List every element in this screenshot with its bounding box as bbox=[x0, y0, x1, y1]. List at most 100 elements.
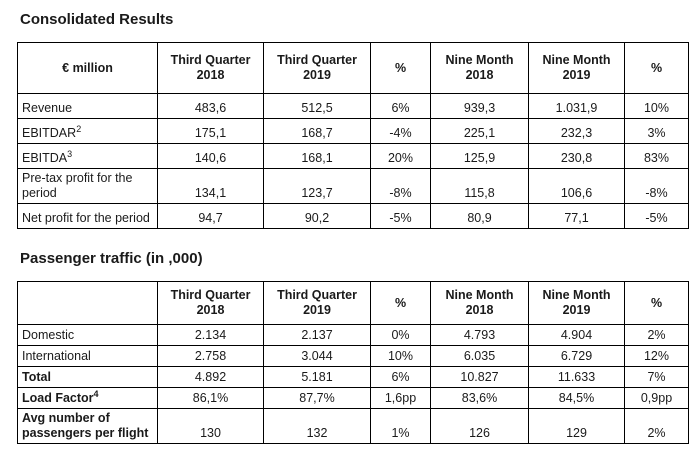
table-header-row: Third Quarter 2018 Third Quarter 2019 % Ni… bbox=[17, 281, 689, 325]
table-row-pretax-profit: Pre-tax profit for the period 134,1 123,… bbox=[17, 168, 689, 204]
cell-value: 3% bbox=[624, 118, 689, 144]
cell-value: 132 bbox=[263, 408, 371, 444]
row-label: Revenue bbox=[17, 93, 158, 119]
cell-value: 2.758 bbox=[157, 345, 264, 367]
cell-value: 83,6% bbox=[430, 387, 529, 409]
table-row-revenue: Revenue 483,6 512,5 6% 939,3 1.031,9 10% bbox=[17, 93, 689, 119]
cell-value: -4% bbox=[370, 118, 431, 144]
cell-value: -5% bbox=[624, 203, 689, 229]
cell-value: 1,6pp bbox=[370, 387, 431, 409]
cell-value: 2% bbox=[624, 324, 689, 346]
section-title-consolidated-results: Consolidated Results bbox=[20, 11, 174, 28]
cell-value: 126 bbox=[430, 408, 529, 444]
cell-value: 77,1 bbox=[528, 203, 625, 229]
cell-value: 130 bbox=[157, 408, 264, 444]
cell-value: 87,7% bbox=[263, 387, 371, 409]
report-page: Consolidated Results € million Third Qua… bbox=[17, 11, 689, 444]
row-label: Net profit for the period bbox=[17, 203, 158, 229]
cell-value: 512,5 bbox=[263, 93, 371, 119]
cell-value: 1.031,9 bbox=[528, 93, 625, 119]
row-label: EBITDAR2 bbox=[17, 118, 158, 144]
cell-value: 12% bbox=[624, 345, 689, 367]
cell-value: 125,9 bbox=[430, 143, 529, 169]
cell-value: 10% bbox=[624, 93, 689, 119]
cell-value: 0% bbox=[370, 324, 431, 346]
column-header-unit: € million bbox=[17, 42, 158, 94]
column-header-corner bbox=[17, 281, 158, 325]
passenger-traffic-table: Third Quarter 2018 Third Quarter 2019 % Ni… bbox=[17, 281, 689, 444]
column-header-pct-quarter: % bbox=[370, 42, 431, 94]
column-header-9m-2018: Nine Month 2018 bbox=[430, 42, 529, 94]
cell-value: 10% bbox=[370, 345, 431, 367]
table-row-net-profit: Net profit for the period 94,7 90,2 -5% … bbox=[17, 203, 689, 229]
cell-value: 134,1 bbox=[157, 168, 264, 204]
row-label: International bbox=[17, 345, 158, 367]
table-row-ebitdar: EBITDAR2 175,1 168,7 -4% 225,1 232,3 3% bbox=[17, 118, 689, 144]
cell-value: 123,7 bbox=[263, 168, 371, 204]
column-header-9m-2018: Nine Month 2018 bbox=[430, 281, 529, 325]
table-row-domestic: Domestic 2.134 2.137 0% 4.793 4.904 2% bbox=[17, 324, 689, 346]
footnote-superscript: 2 bbox=[76, 123, 82, 134]
cell-value: 86,1% bbox=[157, 387, 264, 409]
column-header-q3-2019: Third Quarter 2019 bbox=[263, 42, 371, 94]
cell-value: -8% bbox=[624, 168, 689, 204]
cell-value: 10.827 bbox=[430, 366, 529, 388]
column-header-pct-ninemonth: % bbox=[624, 42, 689, 94]
row-label: Total bbox=[17, 366, 158, 388]
cell-value: 115,8 bbox=[430, 168, 529, 204]
cell-value: 7% bbox=[624, 366, 689, 388]
cell-value: 4.892 bbox=[157, 366, 264, 388]
cell-value: -5% bbox=[370, 203, 431, 229]
cell-value: 483,6 bbox=[157, 93, 264, 119]
cell-value: 129 bbox=[528, 408, 625, 444]
column-header-q3-2018: Third Quarter 2018 bbox=[157, 281, 264, 325]
section-title-passenger-traffic: Passenger traffic (in ,000) bbox=[20, 250, 203, 267]
cell-value: 106,6 bbox=[528, 168, 625, 204]
cell-value: 83% bbox=[624, 143, 689, 169]
cell-value: 6% bbox=[370, 93, 431, 119]
cell-value: 5.181 bbox=[263, 366, 371, 388]
cell-value: 6.035 bbox=[430, 345, 529, 367]
column-header-9m-2019: Nine Month 2019 bbox=[528, 42, 625, 94]
cell-value: 168,7 bbox=[263, 118, 371, 144]
cell-value: 4.793 bbox=[430, 324, 529, 346]
table-row-load-factor: Load Factor4 86,1% 87,7% 1,6pp 83,6% 84,… bbox=[17, 387, 689, 409]
cell-value: 230,8 bbox=[528, 143, 625, 169]
cell-value: 6.729 bbox=[528, 345, 625, 367]
cell-value: 2% bbox=[624, 408, 689, 444]
consolidated-results-table: € million Third Quarter 2018 Third Quarte… bbox=[17, 42, 689, 229]
row-label: Pre-tax profit for the period bbox=[17, 168, 158, 204]
column-header-q3-2018: Third Quarter 2018 bbox=[157, 42, 264, 94]
cell-value: 232,3 bbox=[528, 118, 625, 144]
table-row-ebitda: EBITDA3 140,6 168,1 20% 125,9 230,8 83% bbox=[17, 143, 689, 169]
row-label: EBITDA3 bbox=[17, 143, 158, 169]
row-label: Domestic bbox=[17, 324, 158, 346]
cell-value: -8% bbox=[370, 168, 431, 204]
cell-value: 0,9pp bbox=[624, 387, 689, 409]
cell-value: 90,2 bbox=[263, 203, 371, 229]
column-header-pct-quarter: % bbox=[370, 281, 431, 325]
cell-value: 939,3 bbox=[430, 93, 529, 119]
cell-value: 20% bbox=[370, 143, 431, 169]
cell-value: 175,1 bbox=[157, 118, 264, 144]
cell-value: 140,6 bbox=[157, 143, 264, 169]
cell-value: 2.134 bbox=[157, 324, 264, 346]
table-row-avg-passengers: Avg number of passengers per flight 130 … bbox=[17, 408, 689, 444]
column-header-q3-2019: Third Quarter 2019 bbox=[263, 281, 371, 325]
cell-value: 11.633 bbox=[528, 366, 625, 388]
table-row-international: International 2.758 3.044 10% 6.035 6.72… bbox=[17, 345, 689, 367]
cell-value: 168,1 bbox=[263, 143, 371, 169]
cell-value: 1% bbox=[370, 408, 431, 444]
table-row-total: Total 4.892 5.181 6% 10.827 11.633 7% bbox=[17, 366, 689, 388]
cell-value: 80,9 bbox=[430, 203, 529, 229]
table-header-row: € million Third Quarter 2018 Third Quarte… bbox=[17, 42, 689, 94]
row-label: Avg number of passengers per flight bbox=[17, 408, 158, 444]
footnote-superscript: 3 bbox=[67, 148, 73, 159]
cell-value: 225,1 bbox=[430, 118, 529, 144]
footnote-superscript: 4 bbox=[93, 388, 99, 399]
cell-value: 84,5% bbox=[528, 387, 625, 409]
cell-value: 3.044 bbox=[263, 345, 371, 367]
row-label: Load Factor4 bbox=[17, 387, 158, 409]
cell-value: 4.904 bbox=[528, 324, 625, 346]
cell-value: 2.137 bbox=[263, 324, 371, 346]
